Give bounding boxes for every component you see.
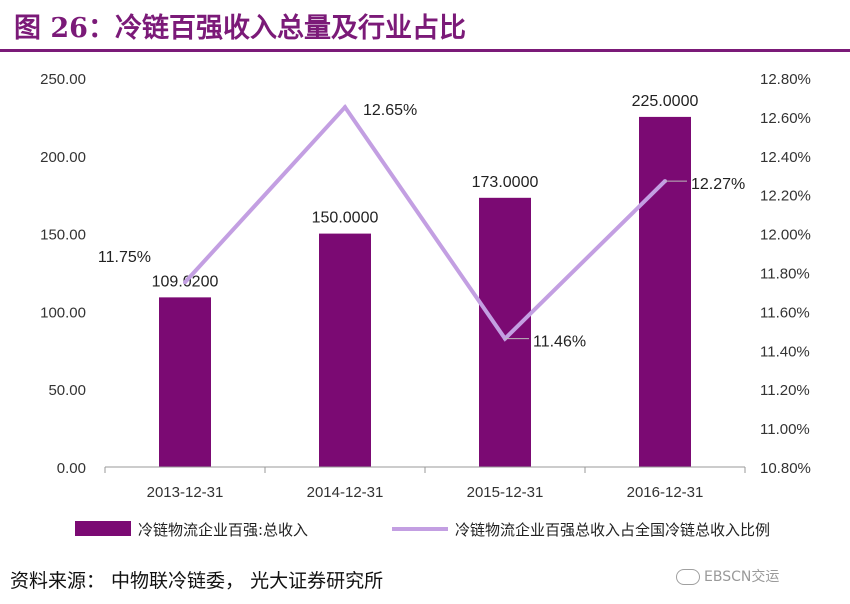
line-point xyxy=(183,280,187,285)
y-left-tick-label: 250.00 xyxy=(40,71,86,88)
watermark-text: EBSCN交运 xyxy=(704,569,780,585)
watermark: EBSCN交运 xyxy=(676,566,779,586)
x-tick-label: 2014-12-31 xyxy=(307,484,384,501)
line-data-label: 11.75% xyxy=(98,249,151,266)
bar-data-label: 173.0000 xyxy=(472,174,539,191)
wechat-icon xyxy=(676,569,700,585)
y-right-tick-label: 12.20% xyxy=(760,188,811,205)
x-tick-label: 2013-12-31 xyxy=(147,484,224,501)
title-divider xyxy=(0,49,850,52)
y-right-tick-label: 12.60% xyxy=(760,110,811,127)
x-tick-label: 2015-12-31 xyxy=(467,484,544,501)
y-right-tick-label: 11.20% xyxy=(760,382,810,399)
bar xyxy=(639,116,691,468)
y-left-tick-label: 100.00 xyxy=(40,304,86,321)
y-right-tick-label: 12.40% xyxy=(760,149,811,166)
y-right-tick-label: 10.80% xyxy=(760,460,811,477)
line-data-label: 12.65% xyxy=(363,102,417,119)
source-note: 资料来源： 中物联冷链委， 光大证券研究所 xyxy=(10,570,384,592)
combo-chart: 0.00 50.00 100.00 150.00 200.00 250.00 10.80% 1… xyxy=(40,71,811,539)
bar-data-label: 225.0000 xyxy=(632,93,699,110)
y-right-tick-label: 12.80% xyxy=(760,71,811,88)
y-right-tick-label: 11.80% xyxy=(760,266,810,283)
y-right-tick-label: 11.40% xyxy=(760,343,810,360)
line-data-label: 11.46% xyxy=(533,334,586,351)
y-right-tick-label: 11.00% xyxy=(760,421,810,438)
legend-swatch-bar xyxy=(75,521,131,536)
y-left-tick-label: 50.00 xyxy=(48,382,86,399)
y-left-tick-label: 150.00 xyxy=(40,227,86,244)
y-left-tick-label: 200.00 xyxy=(40,149,86,166)
bar-data-label: 150.0000 xyxy=(312,210,379,227)
bar xyxy=(479,197,531,467)
y-right-tick-label: 12.00% xyxy=(760,227,811,244)
page-title: 图 26：冷链百强收入总量及行业占比 xyxy=(14,13,466,44)
legend-label-line: 冷链物流企业百强总收入占全国冷链总收入比例 xyxy=(455,521,770,539)
line-point xyxy=(343,105,347,110)
bar xyxy=(159,297,211,467)
line-data-label: 12.27% xyxy=(691,176,745,193)
series-line xyxy=(183,103,667,342)
x-tick-label: 2016-12-31 xyxy=(627,484,704,501)
y-left-tick-label: 0.00 xyxy=(57,460,86,477)
y-right-tick-label: 11.60% xyxy=(760,304,810,321)
bar xyxy=(319,233,371,467)
legend-label-bar: 冷链物流企业百强:总收入 xyxy=(138,521,308,539)
